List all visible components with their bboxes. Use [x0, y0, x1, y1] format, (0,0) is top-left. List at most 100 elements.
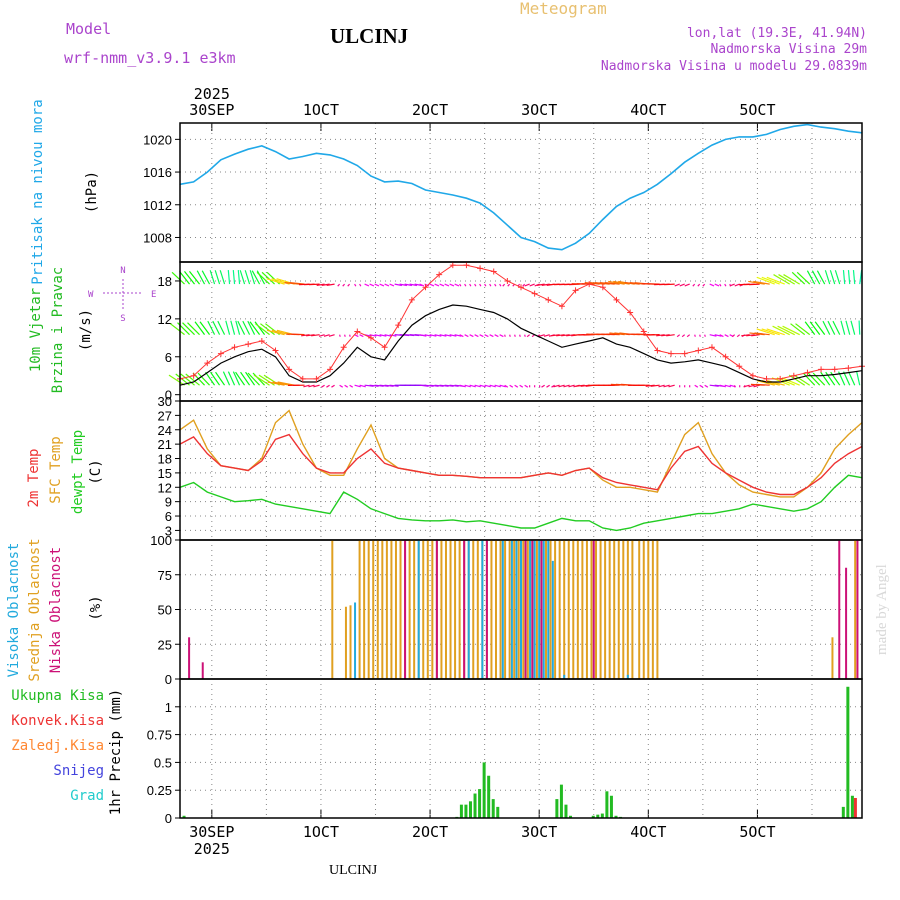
wind-direction-arrow	[604, 282, 620, 285]
bottom-tick-label: 5OCT	[739, 823, 775, 841]
wind-direction-arrow	[850, 320, 856, 335]
wind-direction-arrow	[349, 384, 354, 388]
wind-direction-arrow	[674, 283, 680, 287]
pressure-point	[247, 148, 249, 150]
pressure-point	[465, 197, 468, 199]
model-elevation-label: Nadmorska Visina u modelu 29.0839m	[601, 59, 867, 74]
cloud-panel: 0 25 50 75 100 Visoka Oblacnost Srednja Oblacn…	[6, 533, 863, 687]
wind-direction-arrow	[321, 384, 325, 388]
precip-conv-bar	[853, 797, 857, 818]
top-tick-label: 3OCT	[521, 101, 557, 119]
wind-direction-arrow	[389, 283, 395, 287]
wind-direction-arrow	[704, 334, 706, 337]
wind-direction-arrow	[464, 384, 471, 388]
wind-direction-arrow	[756, 380, 775, 386]
wind-direction-arrow	[266, 278, 285, 285]
wind-gust-marker	[640, 328, 647, 335]
pressure-title: Pritisak na nivou mora	[30, 99, 46, 284]
wind-direction-arrow	[217, 320, 226, 335]
wind-direction-arrow	[303, 384, 310, 388]
pressure-point	[820, 126, 822, 128]
wind-direction-arrow	[389, 334, 397, 337]
wind-direction-arrow	[484, 283, 487, 287]
wind-direction-arrow	[185, 373, 200, 386]
wind-direction-arrow	[267, 381, 285, 386]
wind-direction-arrow	[219, 270, 226, 285]
pressure-point	[452, 194, 454, 196]
wind-direction-arrow	[676, 334, 681, 338]
wind-direction-arrow	[507, 283, 511, 287]
wind-direction-arrow	[686, 334, 691, 338]
wind-direction-arrow	[349, 334, 351, 337]
wind-gust-marker	[340, 344, 347, 351]
wind-direction-arrow	[714, 334, 722, 337]
temp-sfc-line	[179, 409, 863, 498]
wind-direction-arrow	[736, 334, 741, 338]
wind-gust-marker	[217, 350, 224, 357]
wind-direction-arrow	[339, 334, 341, 337]
wind-direction-arrow	[214, 270, 221, 285]
wind-direction-arrow	[522, 283, 526, 287]
wind-direction-arrow	[384, 283, 390, 287]
wind-direction-arrow	[748, 384, 755, 388]
wind-direction-arrow	[359, 283, 362, 287]
wind-direction-arrow	[812, 372, 826, 386]
pressure-point	[424, 189, 427, 191]
wind-direction-arrow	[399, 283, 408, 287]
wind-direction-arrow	[374, 283, 380, 287]
y-tick-label: 1020	[143, 132, 172, 147]
wind-direction-arrow	[311, 334, 320, 337]
top-tick-label: 4OCT	[630, 101, 666, 119]
wind-direction-arrow	[766, 328, 785, 336]
wind-gust-marker	[558, 303, 565, 310]
wind-direction-arrow	[316, 283, 325, 286]
pressure-point	[302, 155, 304, 158]
wind-gust-marker	[299, 375, 306, 382]
precip-total-bar	[478, 789, 482, 818]
panel-border	[179, 122, 863, 263]
wind-direction-arrow	[834, 270, 841, 285]
y-tick-label: 18	[158, 274, 172, 289]
wind-direction-arrow	[796, 271, 811, 285]
cloud-title-2: Srednja Oblacnost	[27, 538, 43, 681]
wind-direction-arrow	[832, 320, 841, 335]
wind-direction-arrow	[230, 320, 236, 335]
pressure-point	[561, 249, 563, 251]
precip-total-bar	[846, 686, 850, 818]
wind-gust-marker	[422, 284, 429, 291]
wind-direction-arrow	[291, 333, 305, 336]
wind-direction-arrow	[404, 283, 413, 287]
wind-direction-arrow	[756, 276, 775, 285]
top-year-label: 2025	[194, 85, 230, 103]
pressure-point	[520, 236, 522, 239]
wind-gust-marker	[490, 268, 497, 275]
wind-gust-marker	[231, 344, 238, 351]
wind-direction-arrow	[484, 334, 489, 338]
wind-direction-arrow	[252, 372, 266, 386]
precip-total-bar	[559, 784, 563, 818]
wind-direction-arrow	[795, 323, 811, 336]
wind-gust-marker	[354, 328, 361, 335]
wind-direction-arrow	[379, 283, 385, 287]
wind-direction-arrow	[474, 283, 477, 287]
wind-direction-arrow	[766, 380, 785, 386]
wind-direction-arrow	[179, 271, 191, 285]
wind-direction-arrow	[563, 384, 570, 388]
wind-direction-arrow	[272, 381, 290, 386]
y-tick-label: 0.25	[147, 783, 172, 798]
wind-direction-arrow	[196, 270, 206, 285]
wind-direction-arrow	[829, 270, 836, 285]
compass-w: W	[88, 290, 94, 300]
wind-direction-arrow	[251, 270, 261, 285]
panel-border	[179, 678, 863, 819]
wind-direction-arrow	[409, 283, 418, 287]
wind-direction-arrow	[454, 283, 460, 287]
pressure-point	[547, 247, 549, 249]
precip-legend-item: Snijeg	[53, 763, 104, 779]
compass-s: S	[120, 314, 125, 324]
y-tick-label: 1008	[143, 230, 172, 245]
wind-direction-arrow	[656, 334, 665, 337]
pressure-point	[329, 154, 331, 156]
precip-total-bar	[482, 762, 486, 818]
